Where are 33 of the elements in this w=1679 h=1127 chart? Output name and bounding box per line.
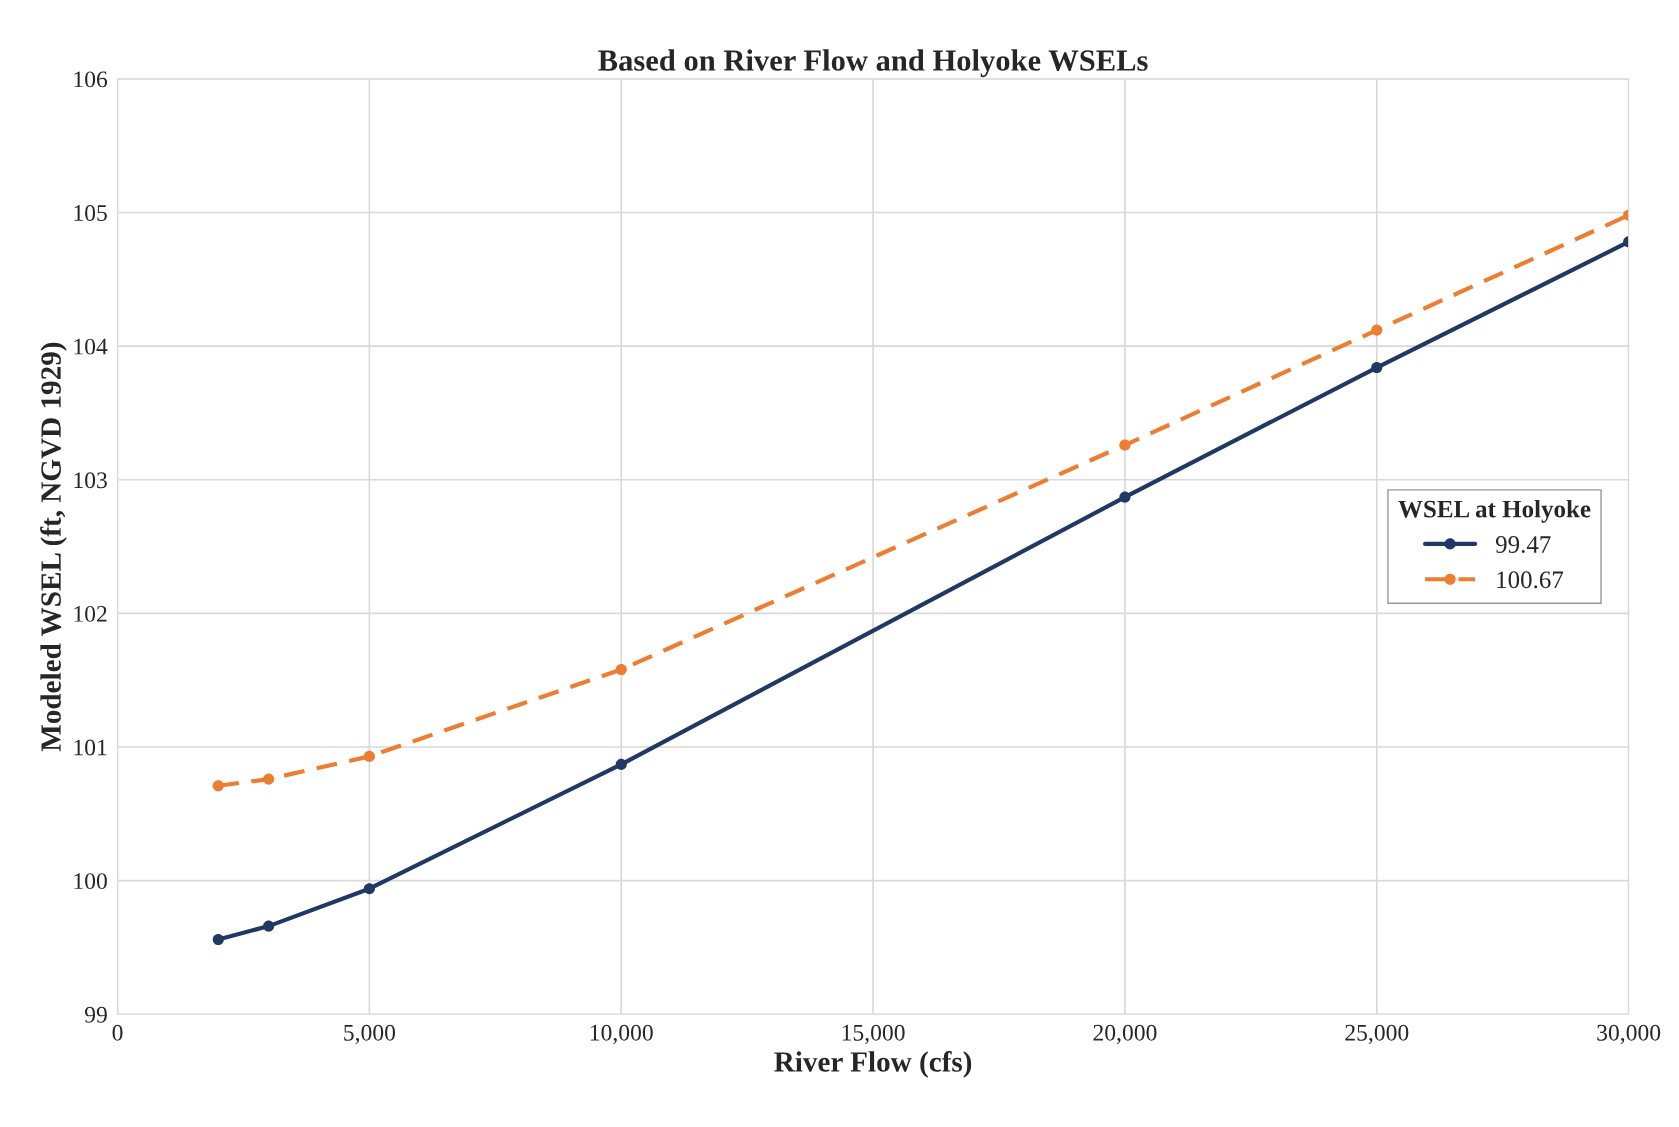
y-tick-label: 101 xyxy=(74,739,107,756)
point xyxy=(263,773,275,785)
y-axis-title: Modeled WSEL (ft, NGVD 1929) xyxy=(40,342,67,752)
x-tick-label: 10,000 xyxy=(590,1024,653,1045)
y-tick-label: 106 xyxy=(74,71,108,88)
chart-title: Based on River Flow and Holyoke WSELs xyxy=(598,49,1148,78)
legend-label: 99.47 xyxy=(1495,536,1551,553)
point xyxy=(615,663,627,676)
y-tick-label: 102 xyxy=(74,605,107,622)
point xyxy=(363,883,375,895)
point xyxy=(212,933,224,946)
point xyxy=(1119,491,1131,503)
legend-title: WSEL at Holyoke xyxy=(1398,499,1591,523)
point xyxy=(1371,361,1383,374)
point xyxy=(363,750,375,762)
point xyxy=(263,920,275,932)
y-tick-label: 100 xyxy=(74,873,107,890)
x-tick-label: 25,000 xyxy=(1345,1024,1409,1045)
x-tick-label: 15,000 xyxy=(842,1024,905,1045)
y-tick-label: 105 xyxy=(74,205,107,221)
x-tick-label: 30,000 xyxy=(1597,1024,1661,1045)
y-tick-label: 99 xyxy=(84,1006,107,1023)
legend-label: 100.67 xyxy=(1497,571,1564,589)
point xyxy=(1119,439,1131,451)
y-tick-label: 104 xyxy=(74,338,108,355)
point xyxy=(212,780,224,792)
y-tick-label: 103 xyxy=(74,472,107,489)
x-tick-label: 20,000 xyxy=(1093,1024,1157,1045)
x-axis-title: River Flow (cfs) xyxy=(774,1050,972,1078)
x-tick-label: 5,000 xyxy=(344,1024,396,1045)
point xyxy=(1371,324,1383,336)
x-tick-label: 0 xyxy=(112,1024,123,1041)
point xyxy=(615,758,627,770)
